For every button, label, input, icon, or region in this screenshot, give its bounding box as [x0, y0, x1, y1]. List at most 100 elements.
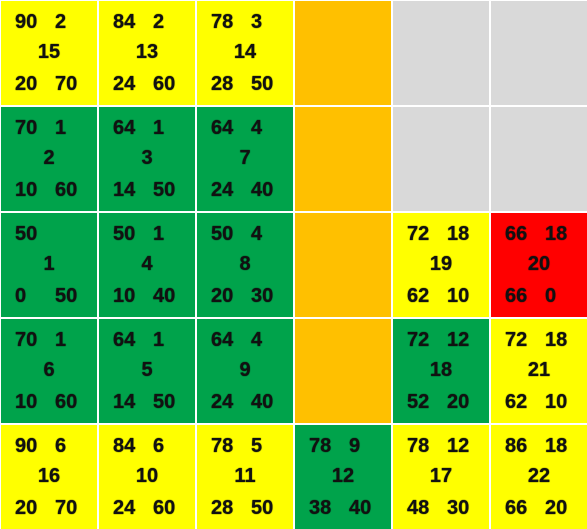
cell-center-value: 22 [527, 465, 551, 487]
cell-top-left-value: 72 [407, 223, 430, 245]
cell-bottom-right-value: 10 [545, 391, 568, 413]
grid-cell [295, 319, 391, 423]
cell-top-left-value: 78 [211, 11, 234, 33]
cell-center-value: 20 [527, 253, 551, 275]
cell-center-value: 1 [43, 253, 55, 275]
cell-center-value: 7 [239, 147, 251, 169]
grid-cell: 66 18 20 66 0 [491, 213, 587, 317]
cell-top-left-value: 70 [15, 117, 38, 139]
cell-top-right-value: 4 [251, 223, 263, 245]
cell-bottom-right-value: 30 [251, 285, 274, 307]
cell-top-left-value: 70 [15, 329, 38, 351]
cell-top-right-value: 18 [545, 329, 568, 351]
cell-top-left-value: 84 [113, 435, 136, 457]
cell-top-left-value: 84 [113, 11, 136, 33]
cell-center-value: 15 [37, 41, 61, 63]
cell-bottom-right-value: 50 [251, 497, 274, 519]
cell-top-right-value: 2 [55, 11, 67, 33]
grid-cell: 84 6 10 24 60 [99, 425, 195, 529]
cell-bottom-right-value: 60 [153, 497, 176, 519]
cell-center-value: 10 [135, 465, 159, 487]
cell-bottom-right-value: 50 [251, 73, 274, 95]
grid-cell: 72 18 21 62 10 [491, 319, 587, 423]
cell-center-value: 17 [429, 465, 453, 487]
cell-top-left-value: 50 [211, 223, 234, 245]
cell-bottom-right-value: 10 [447, 285, 470, 307]
cell-bottom-left-value: 10 [113, 285, 136, 307]
cell-center-value: 14 [233, 41, 257, 63]
cell-top-right-value: 2 [153, 11, 165, 33]
cell-center-value: 5 [141, 359, 153, 381]
cell-top-left-value: 78 [407, 435, 430, 457]
cell-top-left-value: 78 [211, 435, 234, 457]
grid-cell: 84 2 13 24 60 [99, 1, 195, 105]
cell-bottom-left-value: 24 [113, 497, 136, 519]
cell-bottom-right-value: 50 [55, 285, 78, 307]
cell-bottom-right-value: 20 [545, 497, 568, 519]
grid-cell [295, 213, 391, 317]
grid-cell [393, 1, 489, 105]
cell-bottom-right-value: 40 [251, 179, 274, 201]
grid-cell [295, 107, 391, 211]
cell-bottom-right-value: 50 [153, 391, 176, 413]
cell-bottom-right-value: 20 [447, 391, 470, 413]
cell-top-right-value: 1 [55, 329, 67, 351]
grid-cell: 50 1 0 50 [1, 213, 97, 317]
cell-top-right-value: 3 [251, 11, 263, 33]
cell-bottom-right-value: 40 [349, 497, 372, 519]
grid-cell: 72 18 19 62 10 [393, 213, 489, 317]
cell-top-right-value: 6 [55, 435, 67, 457]
cell-top-left-value: 90 [15, 11, 38, 33]
cell-top-right-value: 18 [545, 435, 568, 457]
cell-bottom-left-value: 20 [15, 497, 38, 519]
cell-top-left-value: 66 [505, 223, 528, 245]
grid-cell: 70 1 6 10 60 [1, 319, 97, 423]
cell-top-left-value: 72 [505, 329, 528, 351]
cell-bottom-left-value: 28 [211, 73, 234, 95]
cell-bottom-left-value: 38 [309, 497, 332, 519]
cell-center-value: 19 [429, 253, 453, 275]
cell-bottom-right-value: 70 [55, 497, 78, 519]
cell-center-value: 11 [234, 465, 256, 487]
grid-cell: 50 1 4 10 40 [99, 213, 195, 317]
cell-top-left-value: 64 [113, 117, 136, 139]
cell-top-right-value: 12 [447, 329, 470, 351]
cell-top-right-value: 4 [251, 117, 263, 139]
cell-bottom-left-value: 28 [211, 497, 234, 519]
cell-top-left-value: 50 [15, 223, 38, 245]
grid-cell [295, 1, 391, 105]
cell-bottom-right-value: 30 [447, 497, 470, 519]
cell-bottom-left-value: 66 [505, 497, 528, 519]
cell-center-value: 3 [141, 147, 153, 169]
cell-center-value: 18 [429, 359, 453, 381]
cell-center-value: 2 [43, 147, 55, 169]
cell-bottom-left-value: 10 [15, 179, 38, 201]
cell-center-value: 6 [43, 359, 55, 381]
cell-center-value: 12 [331, 465, 355, 487]
grid-cell [491, 1, 587, 105]
cell-center-value: 4 [141, 253, 153, 275]
cell-top-right-value: 1 [153, 329, 165, 351]
grid-cell: 64 1 5 14 50 [99, 319, 195, 423]
cell-bottom-left-value: 14 [113, 391, 136, 413]
cell-top-left-value: 50 [113, 223, 136, 245]
grid-cell: 64 4 7 24 40 [197, 107, 293, 211]
cell-center-value: 13 [135, 41, 159, 63]
cell-bottom-right-value: 50 [153, 179, 176, 201]
cell-bottom-left-value: 66 [505, 285, 528, 307]
cell-top-left-value: 86 [505, 435, 528, 457]
cell-top-left-value: 78 [309, 435, 332, 457]
cell-bottom-left-value: 52 [407, 391, 430, 413]
cell-top-right-value: 12 [447, 435, 470, 457]
grid-cell: 64 4 9 24 40 [197, 319, 293, 423]
grid-cell: 50 4 8 20 30 [197, 213, 293, 317]
grid-cell [491, 107, 587, 211]
grid-cell: 70 1 2 10 60 [1, 107, 97, 211]
grid-cell: 64 1 3 14 50 [99, 107, 195, 211]
grid-cell: 90 6 16 20 70 [1, 425, 97, 529]
cell-center-value: 21 [527, 359, 551, 381]
cell-center-value: 8 [239, 253, 251, 275]
cell-bottom-right-value: 40 [251, 391, 274, 413]
cell-bottom-left-value: 48 [407, 497, 430, 519]
